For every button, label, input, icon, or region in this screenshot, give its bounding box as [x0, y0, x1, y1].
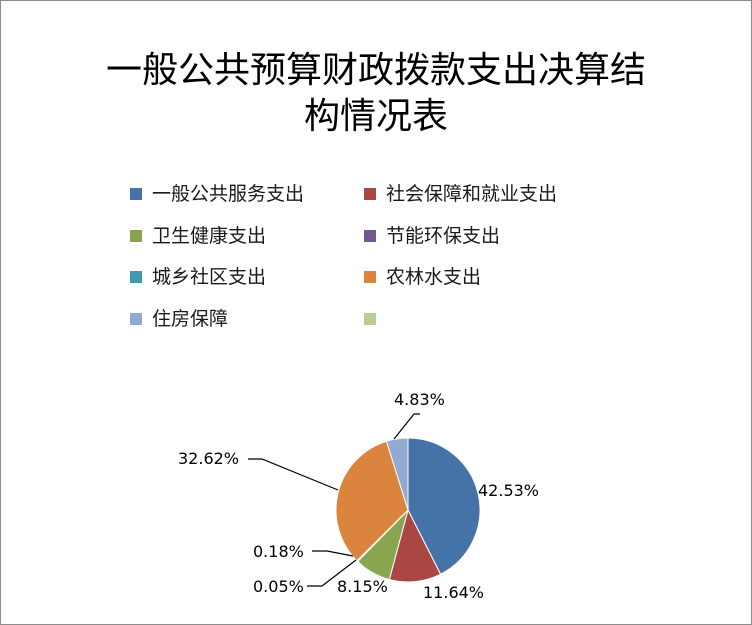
legend-swatch [130, 271, 142, 283]
pie-slice-general-public-services [407, 437, 481, 575]
pie-slice-housing [385, 437, 409, 511]
data-label-urban-rural: 0.18% [253, 542, 304, 561]
legend-label: 住房保障 [152, 308, 229, 330]
leader-line-housing [393, 413, 420, 440]
legend-label: 卫生健康支出 [152, 225, 267, 247]
pie-slice-agriculture [335, 440, 409, 562]
legend-swatch [130, 313, 142, 325]
chart-title-line-2: 构情况表 [303, 96, 448, 137]
data-label-housing: 4.83% [394, 390, 445, 409]
legend-label: 节能环保支出 [386, 225, 501, 247]
legend-label: 一般公共服务支出 [152, 183, 305, 205]
data-label-general-public-services: 42.53% [478, 481, 539, 500]
chart-title: 一般公共预算财政拨款支出决算结 构情况表 [60, 48, 692, 140]
legend-swatch [364, 313, 376, 325]
chart-title-line-1: 一般公共预算财政拨款支出决算结 [105, 50, 646, 91]
legend-label: 城乡社区支出 [152, 266, 267, 288]
legend-swatch [130, 230, 142, 242]
data-label-agriculture: 32.62% [178, 449, 239, 468]
leader-line-urban-rural [312, 550, 354, 557]
legend-swatch [130, 188, 142, 200]
legend-swatch [364, 188, 376, 200]
legend-swatch [364, 230, 376, 242]
data-label-health: 8.15% [337, 577, 388, 596]
leader-line-environment [307, 559, 357, 587]
legend-label: 社会保障和就业支出 [386, 183, 558, 205]
leader-line-agriculture [248, 458, 339, 491]
legend-swatch [364, 271, 376, 283]
data-label-environment: 0.05% [253, 577, 304, 596]
legend-label: 农林水支出 [386, 266, 482, 288]
data-label-social-security: 11.64% [423, 583, 484, 602]
